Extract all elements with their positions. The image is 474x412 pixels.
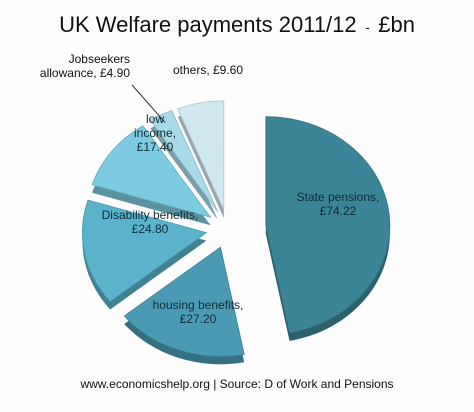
slice-label: State pensions, £74.22 [297, 190, 380, 218]
label-leader-line [131, 84, 166, 124]
pie-slice [265, 116, 391, 334]
pie-slice [177, 100, 225, 211]
pie-slice [149, 110, 219, 213]
pie-slice [82, 199, 208, 302]
chart-title-text: UK Welfare payments 2011/12 [59, 12, 357, 37]
chart-title-unit: £bn [378, 12, 415, 37]
slice-label: low income, £17.40 [134, 112, 176, 154]
pie-slice [91, 125, 212, 218]
slice-label: Disability benefits, £24.80 [102, 208, 199, 236]
pie-slices [82, 100, 391, 365]
slice-label: others, £9.60 [173, 63, 243, 77]
chart-source: www.economicshelp.org | Source: D of Wor… [80, 377, 394, 391]
chart-title-separator: - [365, 19, 370, 35]
slice-label: Jobseekers allowance, £4.90 [40, 52, 130, 80]
pie-labels: State pensions, £74.22 housing benefits, £2… [40, 52, 379, 326]
slice-label: housing benefits, £27.20 [153, 298, 244, 326]
pie-slice [123, 246, 245, 357]
chart-title: UK Welfare payments 2011/12 - £bn [0, 12, 474, 38]
